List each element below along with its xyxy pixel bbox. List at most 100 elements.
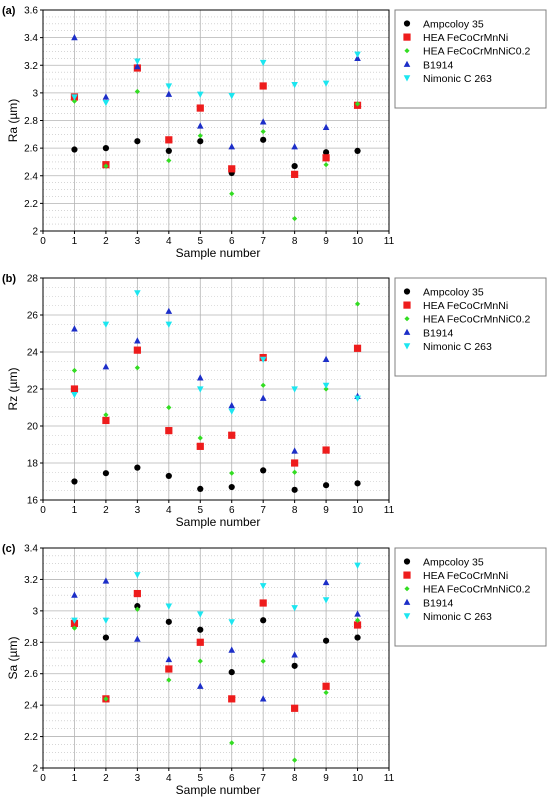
data-series: [71, 464, 361, 493]
data-point: [260, 382, 266, 388]
data-point: [322, 355, 330, 362]
legend-marker: [404, 48, 410, 54]
legend-marker: [403, 571, 411, 579]
legend-label: HEA FeCoCrMnNiC0.2: [423, 584, 531, 596]
data-point: [134, 635, 141, 642]
data-point: [134, 464, 141, 471]
x-tick-label: 11: [384, 773, 395, 784]
x-tick-label: 9: [323, 236, 329, 247]
x-tick-label: 7: [260, 505, 266, 516]
data-point: [228, 669, 235, 676]
y-tick-label: 26: [27, 311, 39, 322]
y-tick-label: 3: [32, 88, 38, 99]
data-point: [165, 83, 173, 90]
data-point: [197, 138, 204, 145]
y-tick-label: 2.4: [24, 701, 38, 712]
data-point: [71, 146, 78, 153]
data-point: [71, 591, 78, 598]
panel-label: (a): [2, 5, 16, 17]
legend-marker: [403, 75, 411, 82]
data-point: [291, 459, 299, 467]
data-point: [165, 307, 173, 314]
data-point: [134, 572, 141, 579]
x-tick-label: 0: [40, 773, 46, 784]
x-tick-label: 5: [197, 236, 203, 247]
data-point: [196, 91, 204, 98]
data-series: [71, 606, 361, 763]
y-tick-label: 2.6: [24, 669, 38, 680]
data-point: [229, 191, 235, 197]
y-tick-label: 3.6: [24, 6, 38, 17]
data-point: [71, 391, 78, 399]
data-point: [197, 658, 203, 664]
x-tick-label: 6: [229, 505, 235, 516]
legend-label: Ampcoloy 35: [423, 557, 484, 569]
data-point: [165, 427, 173, 435]
data-point: [292, 757, 298, 763]
data-point: [165, 603, 173, 610]
chart-panel: 2 2.2 2.4 2.6 2.8 3 3.2 3.4 0 1 2 3 4 5 6 7 8 9 10 11 Sample…: [2, 543, 547, 797]
legend-label: Nimonic C 263: [423, 611, 492, 623]
x-tick-label: 10: [352, 505, 364, 516]
legend-label: HEA FeCoCrMnNi: [423, 570, 508, 582]
data-point: [134, 88, 140, 95]
data-point: [71, 98, 78, 104]
data-point: [291, 81, 298, 89]
data-point: [134, 290, 141, 297]
data-point: [259, 599, 267, 607]
x-axis-label: Sample number: [176, 783, 261, 797]
data-point: [354, 301, 361, 307]
data-point: [70, 385, 79, 393]
data-point: [322, 154, 330, 162]
data-point: [196, 374, 204, 381]
data-point: [354, 617, 361, 623]
data-point: [260, 128, 266, 135]
y-tick-label: 16: [27, 496, 39, 507]
data-point: [196, 104, 204, 112]
data-point: [291, 386, 298, 393]
y-tick-label: 28: [27, 274, 39, 285]
x-tick-label: 5: [197, 773, 203, 784]
y-tick-label: 2.2: [24, 732, 38, 743]
data-point: [71, 617, 78, 624]
y-tick-label: 3.2: [24, 575, 38, 586]
data-point: [292, 469, 298, 475]
y-tick-label: 20: [27, 422, 39, 433]
data-point: [291, 143, 298, 150]
data-point: [259, 695, 267, 702]
data-point: [323, 689, 329, 696]
x-tick-label: 6: [229, 236, 235, 247]
data-point: [71, 625, 78, 631]
x-tick-label: 4: [166, 773, 172, 784]
legend-box: [394, 547, 547, 647]
legend-label: HEA FeCoCrMnNiC0.2: [423, 314, 531, 326]
data-point: [71, 478, 78, 485]
data-point: [71, 325, 78, 332]
y-axis-label: Ra (µm): [6, 99, 20, 143]
data-series: [71, 34, 361, 150]
data-series: [71, 290, 361, 415]
legend-marker: [403, 613, 411, 620]
data-series: [71, 603, 361, 676]
legend-marker: [404, 316, 410, 322]
y-tick-label: 22: [27, 385, 39, 396]
legend-label: HEA FeCoCrMnNiC0.2: [423, 46, 531, 58]
legend-marker: [403, 598, 411, 605]
data-point: [322, 446, 330, 454]
legend-label: Ampcoloy 35: [423, 19, 484, 31]
x-tick-label: 1: [72, 505, 78, 516]
data-point: [71, 367, 78, 374]
data-point: [228, 431, 236, 439]
data-point: [228, 408, 236, 415]
data-point: [197, 133, 203, 139]
data-point: [103, 163, 109, 169]
data-point: [102, 93, 110, 100]
data-point: [71, 34, 78, 41]
y-tick-label: 2.8: [24, 116, 38, 127]
x-tick-label: 9: [323, 505, 329, 516]
legend-marker: [404, 586, 410, 592]
data-point: [165, 655, 173, 663]
y-tick-label: 2: [32, 227, 38, 238]
